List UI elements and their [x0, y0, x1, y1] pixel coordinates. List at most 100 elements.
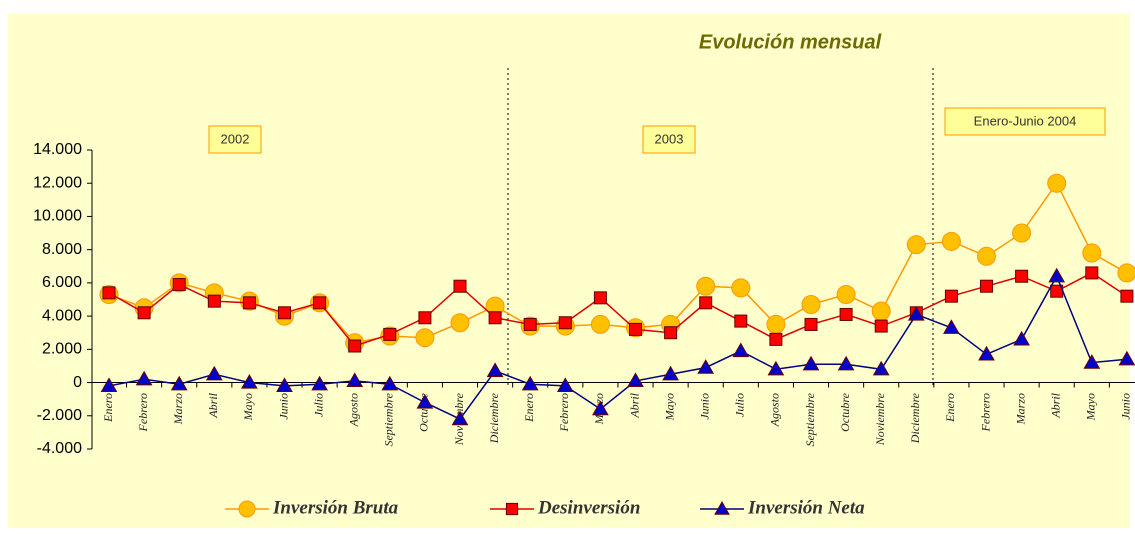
- data-point: [977, 246, 996, 266]
- y-tick-label: 10.000: [33, 208, 82, 225]
- data-point: [980, 279, 993, 293]
- data-point: [766, 314, 786, 334]
- legend-label: Inversión Neta: [747, 497, 865, 518]
- data-point: [415, 328, 435, 348]
- legend-label: Inversión Bruta: [272, 497, 399, 518]
- data-point: [416, 393, 434, 409]
- x-tick-label: Febrero: [978, 393, 992, 432]
- data-point: [697, 359, 715, 374]
- data-point: [558, 316, 572, 330]
- x-tick-label: Mayo: [1084, 393, 1098, 421]
- legend-marker: [505, 502, 519, 516]
- x-tick-label: Febrero: [557, 393, 571, 432]
- data-point: [732, 342, 750, 358]
- data-point: [734, 314, 748, 328]
- x-tick-label: Marzo: [1013, 393, 1027, 425]
- data-point: [135, 370, 153, 386]
- data-point: [381, 375, 399, 391]
- data-point: [556, 377, 574, 393]
- data-point: [486, 362, 504, 378]
- x-tick-label: Octubre: [838, 392, 852, 432]
- y-tick-label: -4.000: [37, 440, 82, 457]
- annotation: 2002: [221, 131, 250, 146]
- data-point: [767, 360, 785, 376]
- data-point: [804, 317, 818, 331]
- data-point: [450, 313, 470, 333]
- y-tick-label: 12.000: [33, 174, 82, 191]
- y-tick-label: 6.000: [42, 274, 82, 291]
- data-point: [276, 377, 293, 393]
- data-point: [1012, 223, 1032, 243]
- data-point: [1015, 269, 1029, 283]
- annotation-box: [642, 125, 696, 154]
- data-point: [1117, 263, 1135, 283]
- data-point: [1118, 350, 1135, 366]
- x-tick-label: Agosto: [768, 393, 782, 427]
- data-point: [523, 317, 537, 331]
- data-point: [1083, 354, 1101, 369]
- data-point: [836, 285, 856, 305]
- x-tick-label: Diciembre: [487, 392, 501, 444]
- data-point: [170, 375, 188, 391]
- data-point: [837, 355, 855, 371]
- data-point: [311, 375, 328, 391]
- data-point: [521, 375, 539, 391]
- x-tick-label: Septiembre: [382, 392, 396, 446]
- data-point: [907, 305, 925, 321]
- data-point: [1048, 267, 1066, 283]
- data-point: [801, 294, 821, 314]
- data-point: [242, 296, 256, 310]
- x-tick-label: Julio: [311, 393, 325, 417]
- data-point: [1047, 173, 1067, 193]
- x-tick-label: Enero: [943, 393, 957, 423]
- x-tick-label: Septiembre: [803, 392, 817, 446]
- y-tick-label: 14.000: [33, 141, 82, 158]
- data-point: [664, 326, 678, 340]
- x-tick-label: Enero: [522, 393, 536, 423]
- data-point: [1120, 289, 1134, 303]
- x-tick-label: Febrero: [136, 393, 150, 432]
- data-point: [629, 322, 642, 336]
- legend-label: Desinversión: [537, 497, 640, 518]
- data-point: [100, 377, 118, 393]
- x-tick-label: Noviembre: [873, 392, 887, 446]
- data-point: [699, 296, 713, 310]
- data-point: [696, 276, 716, 296]
- data-point: [944, 289, 958, 303]
- x-tick-label: Junio: [276, 393, 290, 420]
- data-point: [627, 372, 644, 388]
- chart-bg: [8, 14, 1130, 528]
- data-point: [418, 311, 432, 325]
- x-tick-label: Junio: [1119, 393, 1133, 420]
- y-tick-label: 8.000: [42, 241, 82, 258]
- data-point: [1085, 266, 1099, 280]
- x-tick-label: Abril: [1048, 392, 1062, 418]
- x-tick-label: Julio: [733, 393, 747, 417]
- data-point: [346, 372, 364, 388]
- data-point: [590, 314, 610, 334]
- x-tick-label: Diciembre: [908, 392, 922, 444]
- data-point: [593, 291, 607, 305]
- x-tick-label: Junio: [697, 393, 711, 420]
- legend-marker: [238, 500, 256, 518]
- data-point: [488, 311, 502, 325]
- x-tick-label: Abril: [627, 392, 641, 418]
- data-point: [348, 339, 362, 353]
- annotation: Enero-Junio 2004: [974, 113, 1077, 128]
- data-point: [1013, 330, 1030, 346]
- y-tick-label: 2.000: [42, 341, 82, 358]
- data-point: [241, 374, 258, 389]
- y-tick-label: 0: [73, 374, 82, 391]
- x-tick-label: Enero: [101, 393, 115, 423]
- data-point: [978, 345, 995, 361]
- y-tick-label: 4.000: [42, 307, 82, 324]
- x-tick-label: Abril: [206, 392, 220, 418]
- data-point: [172, 278, 186, 292]
- data-point: [731, 278, 751, 298]
- y-tick-label: -2.000: [37, 407, 82, 424]
- data-point: [769, 332, 783, 346]
- annotation-box: [208, 125, 262, 154]
- data-point: [383, 327, 397, 341]
- x-tick-label: Marzo: [171, 393, 185, 425]
- data-point: [102, 286, 116, 300]
